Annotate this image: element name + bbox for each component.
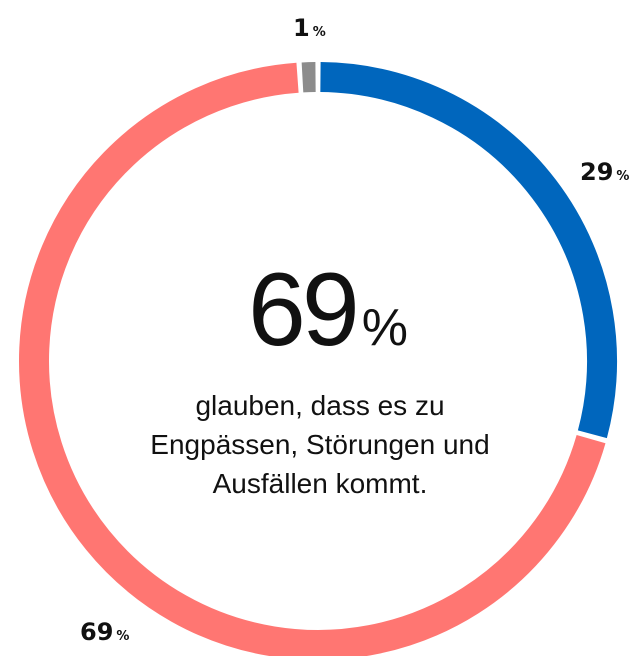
value-unit: % [616, 169, 629, 184]
value-number: 69 [80, 618, 113, 646]
value-unit: % [116, 629, 129, 644]
ring [19, 62, 617, 656]
value-number: 29 [580, 158, 613, 186]
value-unit: % [313, 25, 326, 40]
segment [19, 62, 606, 656]
center-unit: % [362, 299, 408, 357]
caption-line: glauben, dass es zu [195, 390, 444, 421]
value-label: 29% [580, 158, 629, 186]
value-number: 1 [293, 14, 310, 42]
labels: 29 %69 %1% [80, 14, 629, 646]
caption-line: Engpässen, Störungen und [150, 429, 489, 460]
value-label: 69% [80, 618, 129, 646]
center-number: 69 [248, 252, 356, 368]
caption-line: Ausfällen kommt. [213, 468, 428, 499]
center-value: 69% [248, 252, 408, 368]
value-label: 1% [293, 14, 326, 42]
segment [320, 62, 617, 439]
center: 69 % glauben, dass es zu Engpässen, Störung… [150, 252, 489, 499]
